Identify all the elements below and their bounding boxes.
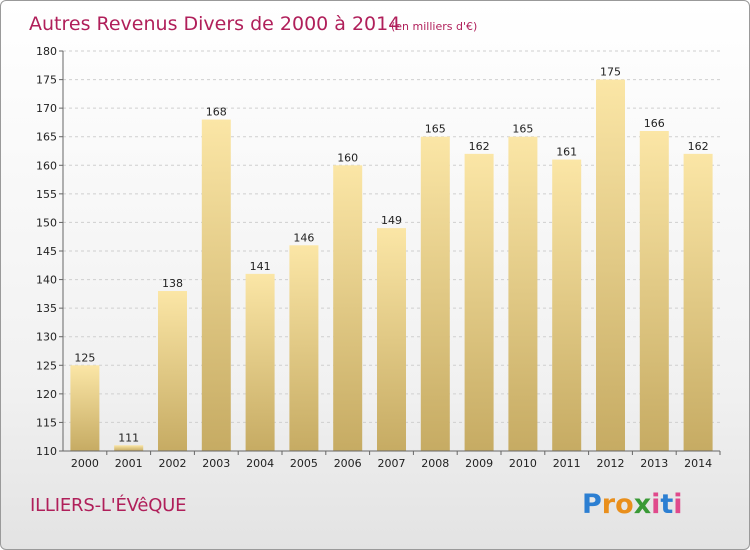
bars-group: 125 111 138 168 141 146 160 149 165 162 165 161 175 1…: [70, 66, 713, 452]
bar-2011: [552, 159, 582, 452]
y-tick-label: 120: [36, 388, 57, 401]
bar-value-label: 141: [250, 260, 271, 273]
bar-2008: [420, 136, 450, 451]
x-axis: 2000 2001 2002 2003 2004 2005 2006 2007 2008 2009…: [63, 450, 721, 470]
bar-2012: [596, 79, 625, 452]
y-tick-label: 115: [36, 416, 57, 429]
bar-value-label: 162: [688, 140, 709, 153]
bar-value-label: 125: [74, 351, 95, 364]
y-tick-label: 130: [36, 331, 57, 344]
y-tick-label: 150: [36, 216, 57, 229]
x-tick-label: 2012: [597, 457, 625, 470]
bar-value-label: 146: [293, 231, 314, 244]
bar-value-label: 168: [206, 106, 227, 119]
bar-value-label: 162: [469, 140, 490, 153]
bar-2009: [464, 153, 494, 451]
y-tick-label: 165: [36, 131, 57, 144]
x-tick-label: 2000: [71, 457, 99, 470]
logo-letter: o: [615, 489, 634, 520]
x-tick-label: 2001: [115, 457, 143, 470]
chart-title: Autres Revenus Divers de 2000 à 2014: [29, 13, 400, 35]
bar-2005: [289, 245, 319, 451]
y-tick-label: 110: [36, 445, 57, 458]
proxiti-logo: Proxiti: [582, 489, 683, 520]
x-tick-label: 2005: [290, 457, 318, 470]
x-tick-label: 2007: [378, 457, 406, 470]
y-tick-label: 145: [36, 245, 57, 258]
x-tick-label: 2002: [159, 457, 187, 470]
bar-2004: [245, 273, 275, 451]
y-tick-label: 125: [36, 359, 57, 372]
logo-letter: r: [601, 489, 616, 520]
x-tick-label: 2003: [202, 457, 230, 470]
x-tick-label: 2006: [334, 457, 362, 470]
bar-2000: [70, 365, 100, 451]
x-tick-label: 2008: [421, 457, 449, 470]
bar-value-label: 138: [162, 277, 183, 290]
y-tick-label: 175: [36, 74, 57, 87]
chart-subtitle: (en milliers d'€): [391, 20, 477, 33]
bar-2002: [158, 291, 187, 451]
bar-value-label: 165: [512, 123, 533, 136]
bar-value-label: 166: [644, 117, 665, 130]
y-tick-label: 155: [36, 188, 57, 201]
bar-value-label: 165: [425, 123, 446, 136]
y-tick-label: 180: [36, 45, 57, 58]
bar-value-label: 175: [600, 66, 621, 79]
logo-letter: t: [660, 489, 674, 520]
x-tick-label: 2009: [465, 457, 493, 470]
commune-name: ILLIERS-L'ÉVêQUE: [30, 495, 187, 516]
bar-2010: [508, 136, 538, 451]
bar-2003: [201, 119, 231, 452]
y-tick-label: 135: [36, 302, 57, 315]
x-tick-label: 2004: [246, 457, 274, 470]
bar-value-label: 149: [381, 214, 402, 227]
bar-value-label: 160: [337, 151, 358, 164]
x-tick-label: 2010: [509, 457, 537, 470]
bar-2006: [333, 165, 363, 452]
bar-value-label: 111: [118, 431, 139, 444]
y-tick-label: 170: [36, 102, 57, 115]
bar-2014: [683, 153, 713, 451]
y-tick-label: 160: [36, 159, 57, 172]
bar-2001: [114, 445, 144, 451]
x-tick-label: 2014: [684, 457, 712, 470]
logo-letter: i: [651, 489, 661, 520]
logo-letter: x: [633, 489, 652, 520]
x-tick-label: 2013: [640, 457, 668, 470]
bar-value-label: 161: [556, 146, 577, 159]
bar-2007: [377, 228, 406, 451]
x-tick-label: 2011: [553, 457, 581, 470]
logo-letter: P: [582, 489, 602, 520]
y-tick-label: 140: [36, 274, 57, 287]
y-axis: 110 115 120 125 130 135 140 145 150 155 160 165 170 1…: [36, 45, 64, 458]
bar-2013: [639, 131, 669, 451]
logo-letter: i: [673, 489, 683, 520]
